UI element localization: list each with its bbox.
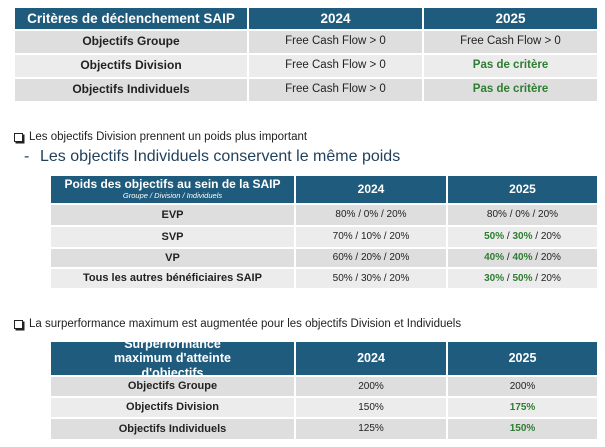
cell-text: 175% <box>510 402 536 414</box>
table-cell: 125% <box>295 418 447 440</box>
cell-part: 50% <box>512 272 533 284</box>
cell-part: 40% <box>484 252 505 264</box>
table-cell: 150% <box>295 397 447 418</box>
table-cell: Pas de critère <box>423 54 598 78</box>
cell-part: Pas de critère <box>472 59 549 72</box>
header-cell: 2024 <box>295 175 447 204</box>
bullet-icon <box>14 320 23 329</box>
cell-text: Pas de critère <box>473 59 548 72</box>
header-cell: 2025 <box>447 175 598 204</box>
cell-part: Pas de critère <box>472 83 549 96</box>
bullet-text: Les objectifs Division prennent un poids… <box>29 131 308 143</box>
cell-text: 50% / 30% / 20% <box>484 231 561 243</box>
header-cell: Poids des objectifs au sein de la SAIP Gr… <box>50 175 295 204</box>
table-cell: Pas de critère <box>423 78 598 102</box>
cell-part: 30% <box>512 231 533 243</box>
table-cell: 60% / 20% / 20% <box>295 248 447 268</box>
header-cell: 2025 <box>447 341 598 376</box>
row-label: Objectifs Division <box>50 397 295 418</box>
table-cell: 80% / 0% / 20% <box>295 204 447 226</box>
table-cell: 30% / 50% / 20% <box>447 268 598 289</box>
cell-part: / 20% <box>532 252 561 264</box>
cell-part: 150% <box>509 423 536 435</box>
dash-icon: - <box>24 148 30 165</box>
row-label: VP <box>50 248 295 268</box>
row-label: Objectifs Division <box>14 54 248 78</box>
sub-bullet-text: Les objectifs Individuels conservent le … <box>40 148 401 165</box>
table-cell: 70% / 10% / 20% <box>295 226 447 248</box>
header-cell: Surperformance maximum d'atteinte d'obje… <box>50 337 295 380</box>
table-cell: Free Cash Flow > 0 <box>248 30 423 54</box>
table-cell: 80% / 0% / 20% <box>447 204 598 226</box>
table-cell: 40% / 40% / 20% <box>447 248 598 268</box>
header-cell: 2024 <box>295 341 447 376</box>
header-cell: Critères de déclenchement SAIP <box>14 7 248 30</box>
header-cell: 2025 <box>423 7 598 30</box>
table-cell: 200% <box>447 376 598 397</box>
cell-part: 50% <box>484 231 505 243</box>
bullet-icon <box>14 133 23 142</box>
cell-part: / 20% <box>532 272 561 284</box>
row-label: Objectifs Groupe <box>50 376 295 397</box>
bullet-text: La surperformance maximum est augmentée … <box>29 318 462 330</box>
cell-part: / <box>504 252 513 264</box>
table-cell: 50% / 30% / 20% <box>295 268 447 289</box>
table-cell: 150% <box>447 418 598 440</box>
header-title: Poids des objectifs au sein de la SAIP <box>64 177 281 192</box>
row-label: EVP <box>50 204 295 226</box>
row-label: SVP <box>50 226 295 248</box>
table-cell: 50% / 30% / 20% <box>447 226 598 248</box>
row-label: Objectifs Groupe <box>14 30 248 54</box>
cell-part: / <box>504 231 513 243</box>
header-cell: 2024 <box>248 7 423 30</box>
cell-part: 40% <box>512 252 533 264</box>
cell-part: / <box>504 272 513 284</box>
table-cell: Free Cash Flow > 0 <box>248 78 423 102</box>
cell-text: Pas de critère <box>473 83 548 96</box>
row-label: Objectifs Individuels <box>14 78 248 102</box>
table-cell: 175% <box>447 397 598 418</box>
header-subtitle: Groupe / Division / Individuels <box>122 191 223 201</box>
cell-part: / 20% <box>532 231 561 243</box>
cell-part: 175% <box>509 401 536 413</box>
row-label: Objectifs Individuels <box>50 418 295 440</box>
cell-text: 150% <box>510 423 536 435</box>
row-label: Tous les autres bénéficiaires SAIP <box>50 268 295 289</box>
table-cell: 200% <box>295 376 447 397</box>
cell-part: 30% <box>484 272 505 284</box>
table-cell: Free Cash Flow > 0 <box>248 54 423 78</box>
cell-text: 30% / 50% / 20% <box>484 273 561 285</box>
table-cell: Free Cash Flow > 0 <box>423 30 598 54</box>
cell-text: 40% / 40% / 20% <box>484 252 561 264</box>
